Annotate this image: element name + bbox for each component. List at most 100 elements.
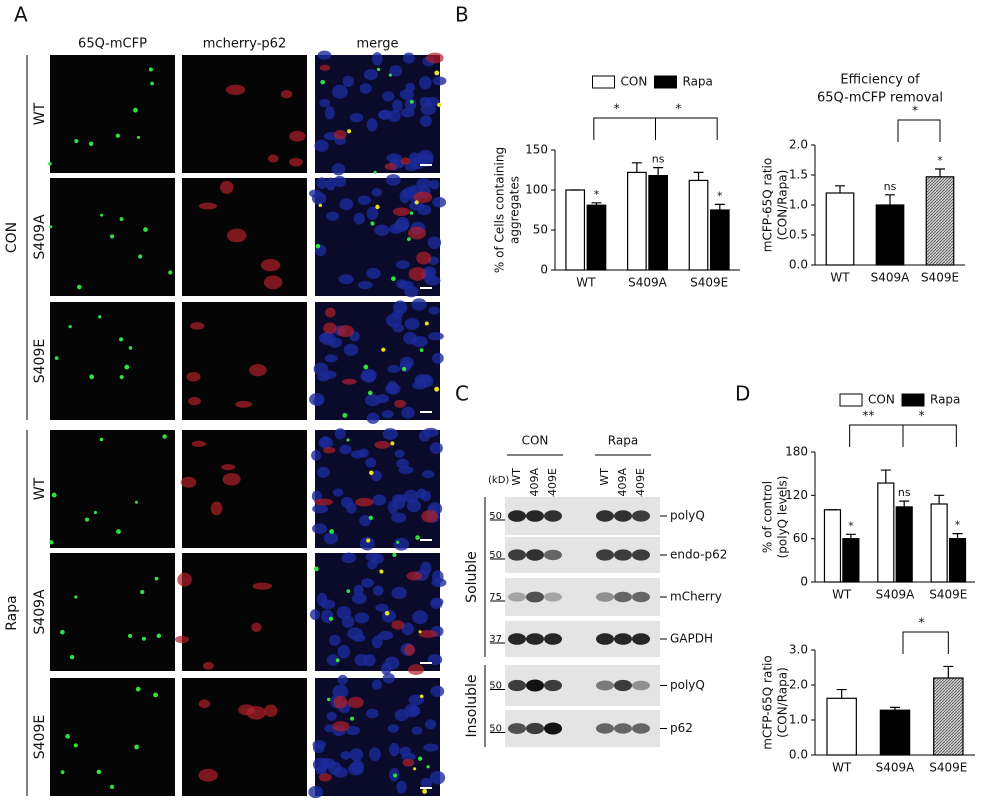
nucleus (374, 224, 390, 236)
legend-swatch (901, 393, 925, 407)
nucleus (332, 684, 349, 699)
aggregate (328, 616, 334, 621)
error-bar (836, 688, 847, 699)
red-cell (280, 90, 293, 99)
nucleus (429, 442, 443, 454)
aggregate (315, 243, 321, 249)
nucleus (341, 615, 355, 628)
nucleus (371, 679, 383, 690)
x-tick-label: S409A (871, 271, 911, 285)
legend-swatch (654, 75, 677, 89)
significance-bracket (902, 631, 949, 654)
red-cell (418, 630, 438, 638)
aggregate (93, 510, 97, 515)
y-axis-label: mCFP-65Q ratio (761, 655, 775, 749)
nucleus (381, 609, 396, 623)
aggregate (128, 346, 133, 350)
band (632, 633, 650, 645)
aggregate (391, 276, 396, 282)
lane-label: S409A (528, 468, 541, 504)
nucleus (399, 189, 411, 204)
aggregate (65, 734, 70, 739)
nucleus (353, 212, 365, 225)
aggregate (60, 770, 65, 775)
red-cell (400, 157, 411, 165)
band (508, 633, 526, 645)
red-cell (314, 498, 333, 506)
aggregate (85, 517, 90, 522)
aggregate (127, 633, 133, 638)
nucleus (337, 644, 351, 659)
aggregate (74, 139, 79, 144)
significance-label: * (848, 519, 854, 532)
red-cell (220, 180, 234, 194)
aggregate (119, 217, 124, 221)
nucleus (311, 192, 327, 205)
error-bar (934, 494, 945, 504)
nucleus (392, 99, 403, 112)
red-cell (226, 228, 247, 243)
aggregate (118, 337, 124, 342)
red-cell (394, 399, 406, 408)
group-label: Rapa (608, 434, 638, 448)
aggregate (396, 540, 400, 544)
x-tick-label: S409E (690, 276, 728, 290)
y-axis-label: aggregates (508, 176, 522, 244)
aggregate (368, 515, 373, 520)
bar (842, 538, 860, 583)
nucleus (359, 515, 372, 527)
nucleus (382, 428, 398, 440)
nucleus (324, 354, 338, 363)
error-bar (890, 706, 900, 711)
bar (930, 503, 948, 583)
y-tick-label: 1.0 (789, 198, 808, 212)
aggregate (320, 79, 325, 85)
nucleus (345, 725, 360, 736)
nucleus (423, 743, 439, 752)
nucleus (404, 285, 419, 298)
nucleus (317, 50, 332, 60)
x-tick-label: WT (832, 761, 852, 775)
y-axis-label: (CON/Rapa) (776, 170, 790, 241)
nucleus (325, 177, 336, 191)
micrograph (49, 430, 175, 548)
red-cell (407, 664, 425, 675)
aggregate (148, 67, 153, 72)
nucleus (328, 761, 342, 775)
nucleus (320, 599, 336, 610)
red-cell (342, 378, 357, 385)
nucleus (424, 275, 441, 286)
aggregate (96, 769, 102, 775)
bracket-label: * (919, 409, 925, 423)
fraction-label: Soluble (464, 551, 480, 603)
nucleus (396, 458, 409, 469)
red-cell (323, 447, 336, 454)
aggregate (124, 364, 130, 370)
nucleus (324, 105, 335, 120)
band (614, 591, 632, 603)
nucleus (319, 98, 331, 108)
nucleus (316, 466, 330, 478)
nucleus (385, 174, 401, 186)
lane-label: S409E (546, 468, 559, 503)
aggregate (437, 102, 442, 108)
nucleus (326, 654, 340, 666)
aggregate (134, 744, 139, 750)
aggregate (48, 161, 52, 166)
nucleus (401, 406, 415, 419)
nucleus (381, 410, 394, 419)
aggregate (100, 213, 104, 217)
micrograph (50, 553, 175, 671)
aggregate (346, 589, 351, 593)
image-background (50, 678, 175, 796)
nucleus (392, 496, 406, 510)
y-axis-label: mCFP-65Q ratio (761, 158, 775, 252)
error-bar (935, 168, 945, 177)
error-bar (631, 162, 642, 173)
aggregate (168, 270, 173, 275)
aggregate (329, 529, 334, 534)
nucleus (389, 65, 403, 77)
aggregate (407, 237, 411, 241)
nucleus (333, 175, 347, 188)
aggregate (347, 129, 352, 134)
